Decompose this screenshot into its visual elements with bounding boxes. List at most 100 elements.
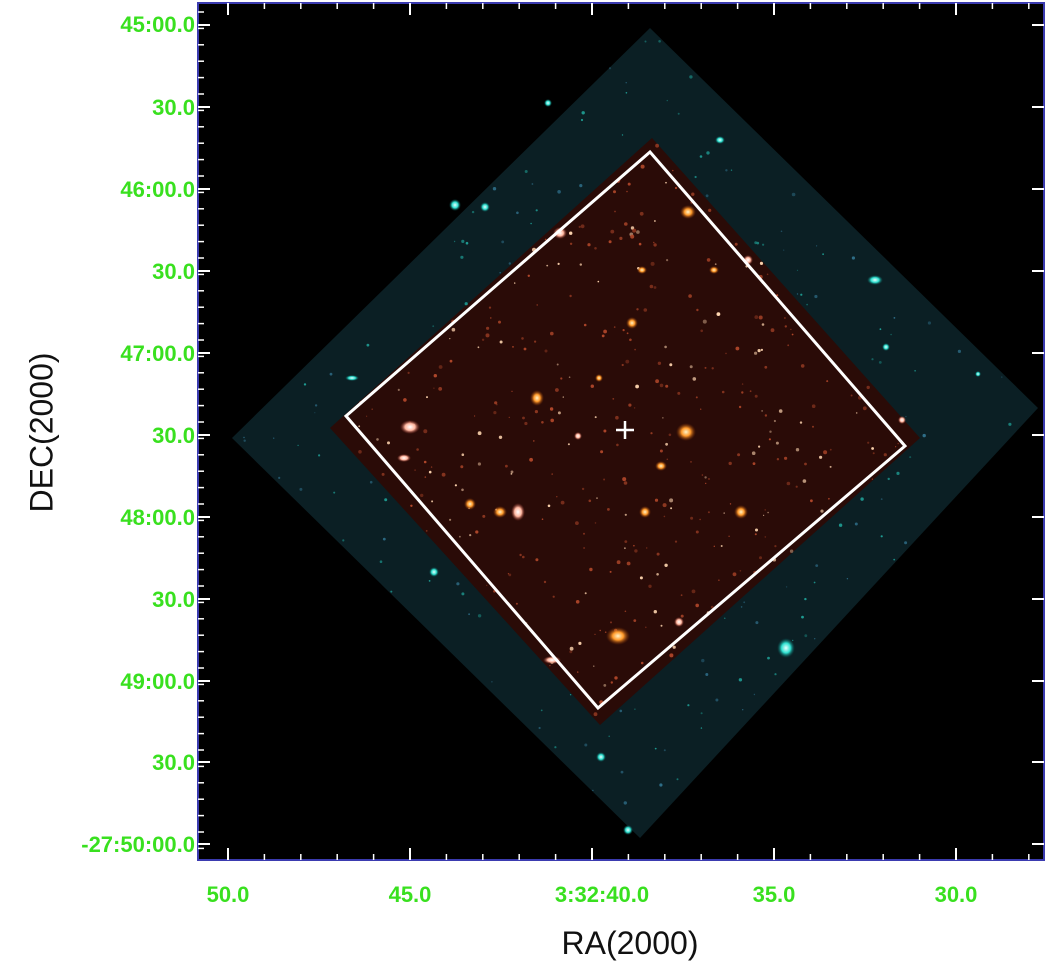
speckle-dot bbox=[665, 442, 668, 446]
speckle-dot bbox=[851, 256, 856, 260]
speckle-dot bbox=[702, 319, 707, 324]
speckle-dot bbox=[465, 241, 469, 245]
speckle-dot bbox=[738, 678, 743, 682]
galaxy bbox=[400, 420, 420, 434]
speckle-dot bbox=[596, 497, 598, 499]
speckle-dot bbox=[796, 293, 799, 295]
speckle-dot bbox=[754, 394, 758, 398]
speckle-dot bbox=[594, 633, 596, 636]
speckle-dot bbox=[622, 477, 627, 482]
speckle-dot bbox=[754, 351, 758, 355]
speckle-dot bbox=[741, 391, 744, 394]
speckle-dot bbox=[533, 440, 535, 442]
speckle-dot bbox=[634, 549, 638, 553]
speckle-dot bbox=[634, 348, 636, 351]
speckle-dot bbox=[804, 597, 807, 601]
speckle-dot bbox=[610, 681, 613, 684]
speckle-dot bbox=[715, 698, 719, 702]
speckle-dot bbox=[433, 374, 437, 378]
footprint-outline bbox=[343, 149, 908, 711]
speckle-dot bbox=[672, 645, 676, 649]
speckle-dot bbox=[510, 470, 514, 474]
speckle-dot bbox=[674, 186, 678, 190]
speckle-dot bbox=[789, 549, 794, 553]
speckle-dot bbox=[508, 262, 511, 265]
speckle-dot bbox=[430, 466, 433, 468]
speckle-dot bbox=[594, 522, 597, 524]
speckle-dot bbox=[816, 245, 818, 247]
speckle-dot bbox=[751, 451, 756, 456]
speckle-dot bbox=[855, 412, 858, 414]
speckle-dot bbox=[846, 578, 849, 580]
speckle-dot bbox=[764, 365, 768, 369]
speckle-dot bbox=[624, 610, 627, 613]
speckle-dot bbox=[784, 317, 786, 319]
speckle-dot bbox=[763, 514, 765, 516]
speckle-dot bbox=[866, 385, 870, 390]
speckle-dot bbox=[623, 481, 628, 485]
speckle-dot bbox=[739, 570, 742, 572]
speckle-dot bbox=[663, 515, 666, 518]
speckle-dot bbox=[403, 398, 407, 402]
speckle-dot bbox=[569, 242, 573, 245]
speckle-dot bbox=[880, 498, 883, 500]
speckle-dot bbox=[426, 396, 428, 399]
speckle-dot bbox=[696, 308, 699, 312]
speckle-dot bbox=[627, 182, 631, 186]
speckle-dot bbox=[544, 349, 548, 353]
speckle-dot bbox=[701, 658, 705, 663]
speckle-dot bbox=[758, 315, 763, 320]
speckle-dot bbox=[557, 262, 560, 265]
speckle-dot bbox=[813, 581, 816, 584]
speckle-dot bbox=[619, 709, 623, 713]
speckle-dot bbox=[621, 134, 624, 136]
speckle-dot bbox=[670, 507, 673, 510]
speckle-dot bbox=[583, 547, 586, 549]
speckle-dot bbox=[613, 190, 616, 194]
speckle-dot bbox=[872, 452, 875, 455]
speckle-dot bbox=[838, 523, 843, 527]
speckle-dot bbox=[716, 312, 721, 316]
speckle-dot bbox=[507, 573, 509, 575]
x-tick-label: 30.0 bbox=[934, 882, 978, 907]
speckle-dot bbox=[514, 282, 516, 284]
speckle-dot bbox=[728, 461, 732, 466]
speckle-dot bbox=[540, 709, 543, 712]
speckle-dot bbox=[705, 194, 709, 198]
speckle-dot bbox=[759, 261, 764, 265]
speckle-dot bbox=[814, 638, 816, 640]
y-tick-label: 30.0 bbox=[152, 750, 195, 775]
speckle-dot bbox=[624, 513, 627, 516]
speckle-dot bbox=[914, 370, 916, 372]
speckle-dot bbox=[369, 480, 373, 484]
speckle-dot bbox=[569, 650, 573, 654]
speckle-dot bbox=[657, 361, 662, 365]
galaxy bbox=[553, 227, 567, 239]
speckle-dot bbox=[695, 603, 699, 608]
speckle-dot bbox=[774, 673, 777, 676]
speckle-dot bbox=[711, 367, 714, 370]
speckle-dot bbox=[780, 230, 783, 233]
speckle-dot bbox=[534, 340, 537, 343]
speckle-dot bbox=[764, 536, 767, 538]
speckle-dot bbox=[614, 210, 616, 213]
speckle-dot bbox=[792, 639, 794, 642]
speckle-dot bbox=[583, 532, 585, 535]
speckle-dot bbox=[432, 325, 435, 328]
speckle-dot bbox=[527, 274, 530, 277]
speckle-dot bbox=[822, 253, 824, 256]
speckle-dot bbox=[583, 323, 587, 327]
speckle-dot bbox=[680, 614, 684, 618]
speckle-dot bbox=[587, 243, 591, 247]
speckle-dot bbox=[659, 783, 663, 787]
axis-ticks bbox=[198, 3, 1044, 860]
speckle-dot bbox=[607, 508, 610, 511]
speckle-dot bbox=[714, 263, 717, 266]
speckle-dot bbox=[823, 450, 828, 455]
speckle-dot bbox=[410, 504, 413, 507]
speckle-dot bbox=[390, 590, 393, 593]
speckle-dot bbox=[743, 601, 746, 604]
y-tick-label: 30.0 bbox=[152, 423, 195, 448]
speckle-dot bbox=[742, 709, 744, 711]
speckle-dot bbox=[626, 332, 629, 335]
